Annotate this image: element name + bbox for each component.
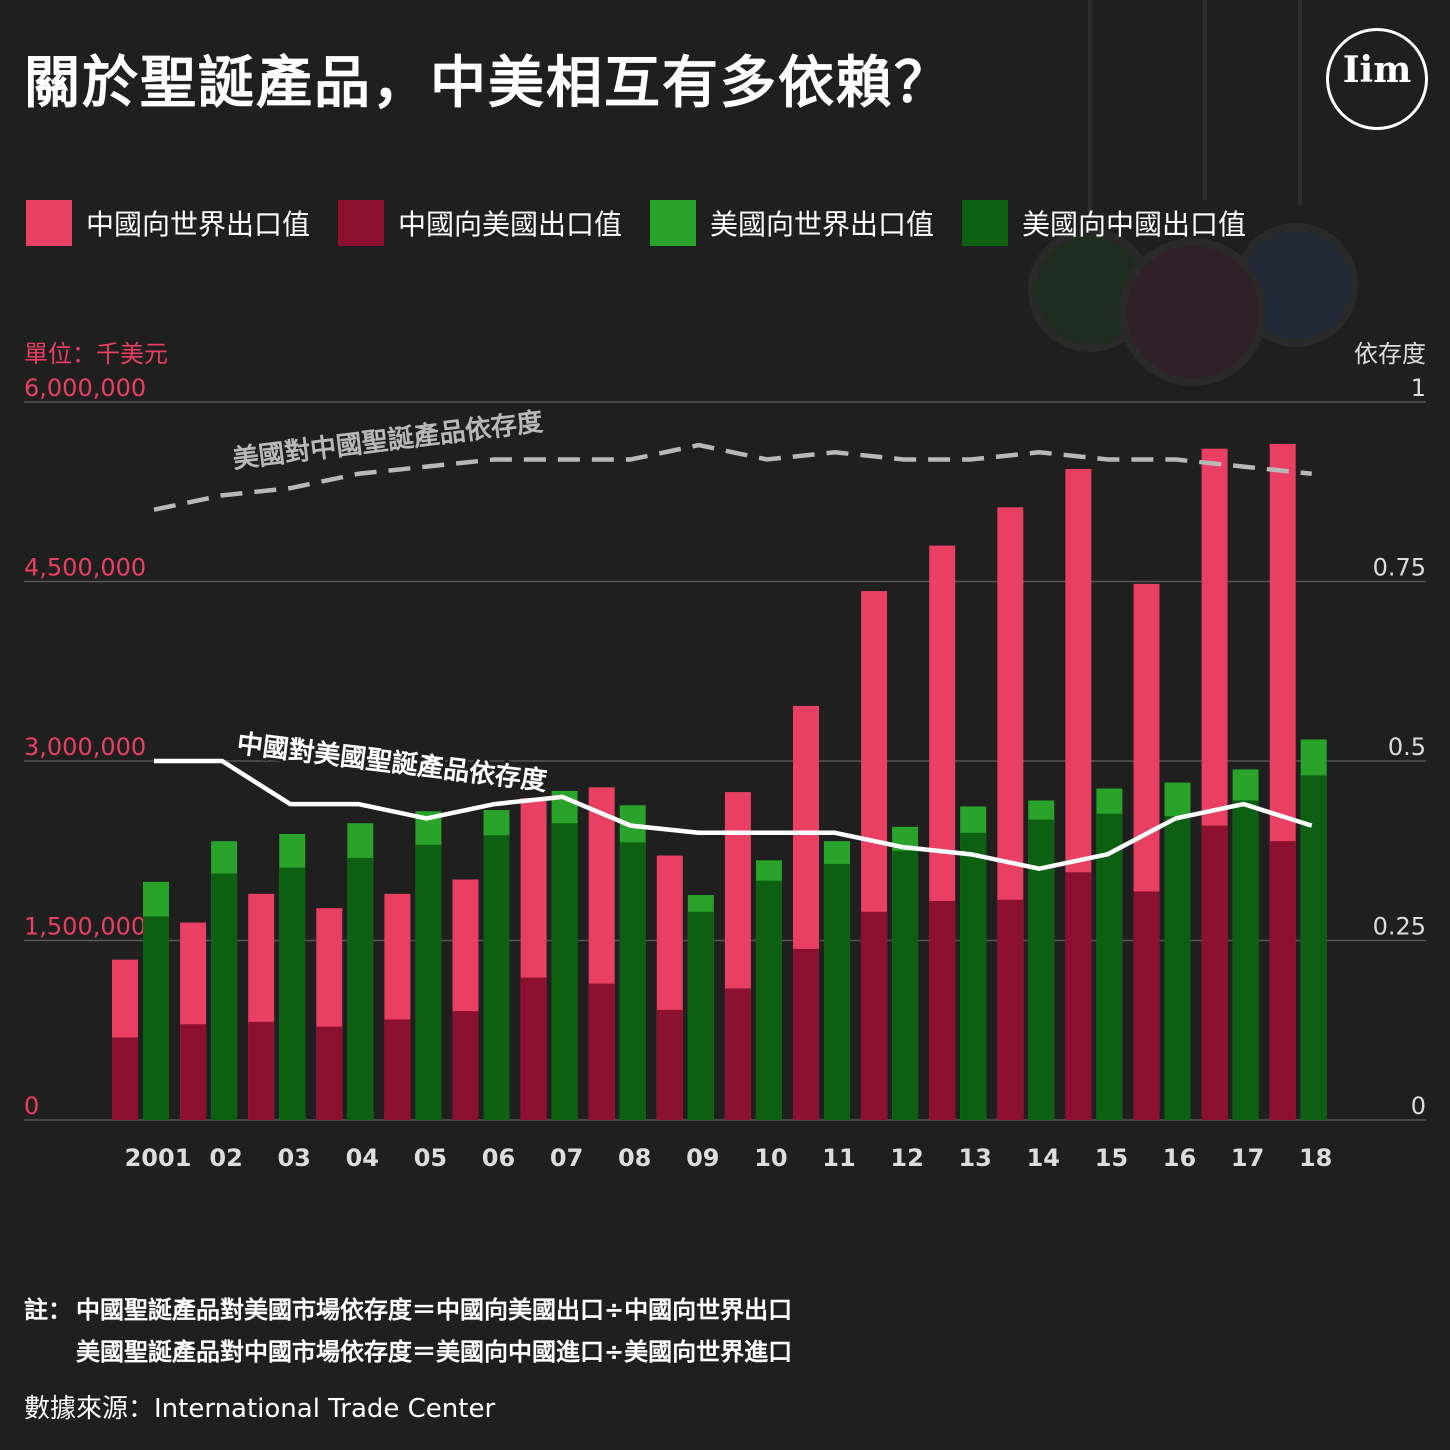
note-line-1: 註： 中國聖誕產品對美國市場依存度＝中國向美國出口÷中國向世界出口: [24, 1290, 792, 1332]
line-label-us-dependency: 美國對中國聖誕產品依存度: [231, 406, 544, 475]
bar-us-china: [279, 867, 306, 1120]
x-tick-label: 13: [958, 1144, 991, 1172]
bar-us-china: [755, 880, 782, 1120]
x-tick-label: 17: [1231, 1144, 1264, 1172]
x-tick-label: 12: [890, 1144, 923, 1172]
x-tick-label: 18: [1299, 1144, 1332, 1172]
ornament-decoration: [1028, 0, 1358, 386]
x-tick-label: 04: [346, 1144, 379, 1172]
x-tick-label: 14: [1027, 1144, 1060, 1172]
bar-china-us: [1269, 841, 1296, 1120]
line-us-dependency: [153, 442, 1312, 512]
bar-us-china: [551, 823, 578, 1120]
page-title: 關於聖誕產品，中美相互有多依賴？: [24, 51, 952, 116]
bar-us-china: [687, 911, 714, 1120]
line-label-china-dependency: 中國對美國聖誕產品依存度: [235, 728, 548, 797]
y-right-tick-label: 0.25: [1373, 913, 1426, 941]
chart-legend: 中國向世界出口值 中國向美國出口值 美國向世界出口值 美國向中國出口值: [26, 200, 1274, 246]
x-tick-label: 08: [618, 1144, 651, 1172]
bar-us-china: [483, 835, 510, 1120]
bar-china-us: [1201, 825, 1228, 1120]
bar-us-china: [1232, 800, 1259, 1120]
legend-item-us-china: 美國向中國出口值: [962, 200, 1246, 246]
bar-china-us: [452, 1011, 479, 1120]
y-right-tick-label: 1: [1411, 374, 1426, 402]
legend-swatch-us-china: [962, 200, 1009, 246]
note-prefix: 註：: [24, 1296, 72, 1324]
brand-logo: Iim: [1326, 28, 1428, 130]
x-tick-label: 09: [686, 1144, 719, 1172]
bar-china-us: [248, 1021, 275, 1120]
bar-us-china: [143, 916, 169, 1120]
note-line-2: 美國聖誕產品對中國市場依存度＝美國向中國進口÷美國向世界進口: [24, 1332, 792, 1374]
note-text-1: 中國聖誕產品對美國市場依存度＝中國向美國出口÷中國向世界出口: [76, 1296, 793, 1324]
legend-label-china-world: 中國向世界出口值: [86, 208, 311, 241]
right-axis-title: 依存度: [1354, 340, 1426, 368]
bar-us-china: [824, 863, 850, 1120]
x-tick-label: 15: [1095, 1144, 1128, 1172]
line-china-dependency: [154, 758, 1313, 871]
legend-item-china-us: 中國向美國出口值: [338, 200, 622, 246]
bar-us-china: [1164, 816, 1191, 1120]
bar-china-us: [929, 901, 956, 1120]
bar-us-china: [415, 844, 442, 1120]
y-left-tick-label: 6,000,000: [24, 374, 146, 402]
bar-china-us: [180, 1024, 207, 1120]
legend-item-china-world: 中國向世界出口值: [26, 200, 310, 246]
legend-label-us-world: 美國向世界出口值: [710, 208, 935, 241]
x-tick-label: 11: [822, 1144, 855, 1172]
legend-swatch-china-us: [338, 200, 385, 246]
bar-us-china: [211, 873, 238, 1120]
x-tick-label: 16: [1163, 1144, 1196, 1172]
bar-china-us: [384, 1019, 411, 1120]
y-left-tick-label: 4,500,000: [24, 554, 146, 582]
bar-china-us: [316, 1026, 343, 1120]
bar-us-china: [1300, 775, 1327, 1120]
legend-label-us-china: 美國向中國出口值: [1022, 208, 1247, 241]
x-tick-label: 06: [482, 1144, 515, 1172]
bar-us-china: [347, 857, 374, 1120]
bar-us-china: [619, 842, 646, 1120]
left-axis-unit: 單位：千美元: [24, 340, 168, 368]
bar-china-us: [861, 911, 888, 1120]
bar-china-us: [724, 988, 751, 1120]
bar-china-us: [656, 1009, 683, 1120]
y-right-tick-label: 0.5: [1388, 733, 1426, 761]
x-tick-label: 2001: [125, 1144, 192, 1172]
y-left-tick-label: 0: [24, 1092, 39, 1120]
bar-china-us: [1065, 872, 1092, 1120]
bar-china-us: [112, 1037, 138, 1120]
y-left-tick-label: 1,500,000: [24, 913, 146, 941]
ornament-red: [1119, 238, 1267, 386]
y-left-tick-label: 3,000,000: [24, 733, 146, 761]
data-source: 數據來源：International Trade Center: [24, 1394, 496, 1424]
footnotes: 註： 中國聖誕產品對美國市場依存度＝中國向美國出口÷中國向世界出口 美國聖誕產品對…: [24, 1290, 792, 1374]
note-text-2: 美國聖誕產品對中國市場依存度＝美國向中國進口÷美國向世界進口: [76, 1338, 793, 1366]
bar-us-china: [960, 832, 987, 1120]
bar-china-us: [793, 948, 819, 1120]
y-right-tick-label: 0: [1411, 1092, 1426, 1120]
brand-logo-text: Iim: [1342, 49, 1412, 91]
legend-label-china-us: 中國向美國出口值: [398, 208, 623, 241]
legend-swatch-china-world: [26, 200, 72, 246]
bar-us-china: [892, 850, 919, 1120]
bar-china-us: [997, 899, 1024, 1120]
legend-item-us-world: 美國向世界出口值: [650, 200, 934, 246]
bar-us-china: [1096, 813, 1123, 1120]
x-tick-label: 05: [414, 1144, 447, 1172]
x-tick-label: 02: [209, 1144, 242, 1172]
bar-china-us: [588, 983, 615, 1120]
bar-china-us: [520, 977, 547, 1120]
x-tick-label: 10: [754, 1144, 787, 1172]
legend-swatch-us-world: [650, 200, 697, 246]
x-tick-label: 07: [550, 1144, 583, 1172]
bar-china-us: [1133, 891, 1160, 1120]
x-tick-label: 03: [277, 1144, 310, 1172]
y-right-tick-label: 0.75: [1373, 554, 1426, 582]
